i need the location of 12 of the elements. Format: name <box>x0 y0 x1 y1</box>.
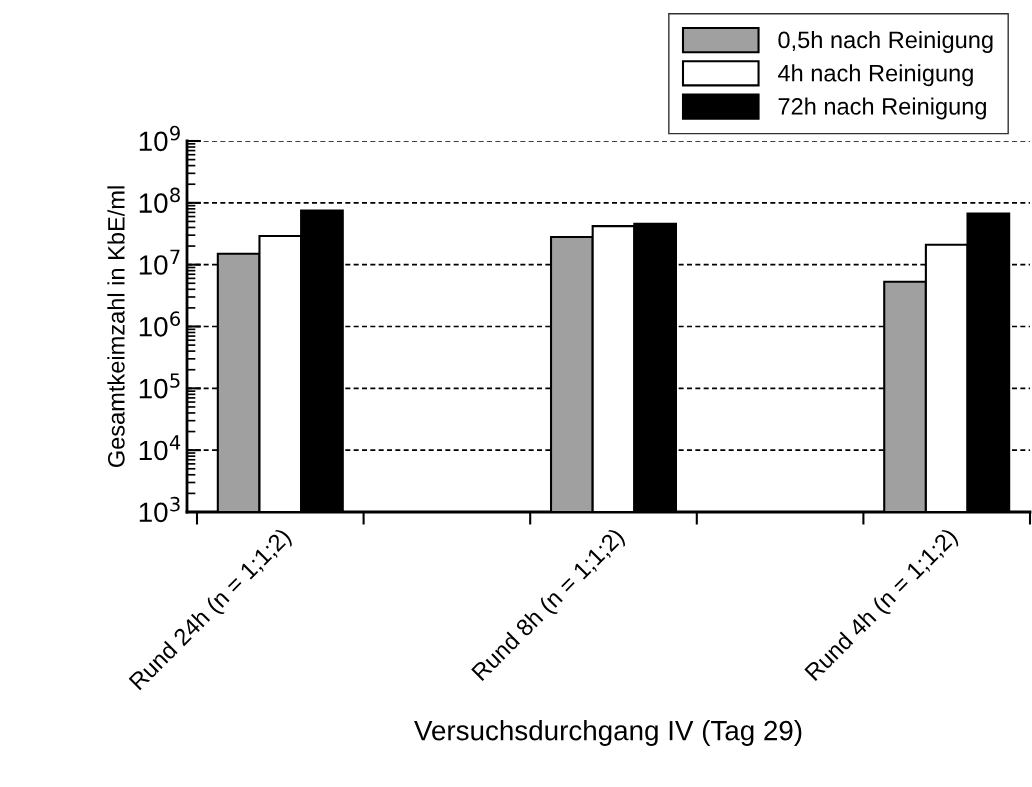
y-axis-title: Gesamtkeimzahl in KbE/ml <box>107 186 125 468</box>
y-tick-label: 10$^{3}$ <box>139 496 180 523</box>
legend-label: 4h nach Reinigung <box>777 64 973 87</box>
y-tick-label: 10$^{4}$ <box>139 435 181 461</box>
legend-label: 0,5h nach Reinigung <box>778 30 993 53</box>
legend-label: 72h nach Reinigung <box>778 97 986 120</box>
y-tick-label: 10$^{8}$ <box>139 187 180 213</box>
y-tick-label: 10$^{5}$ <box>139 373 180 399</box>
y-tick-label: 10$^{9}$ <box>139 125 180 152</box>
y-tick-label: 10$^{7}$ <box>139 249 180 275</box>
y-tick-label: 10$^{6}$ <box>139 311 180 337</box>
x-axis-title: Versuchsdurchgang IV (Tag 29) <box>414 720 802 746</box>
